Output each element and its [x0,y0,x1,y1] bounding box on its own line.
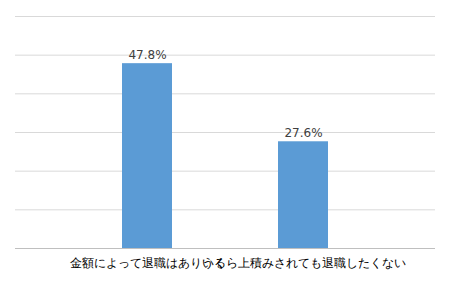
svg-text:47.8%: 47.8% [128,48,166,62]
svg-text:27.6%: 27.6% [284,126,322,140]
svg-text:いくら上積みされても退職したくない: いくら上積みされても退職したくない [202,256,406,270]
svg-text:金額によって退職はありうる: 金額によって退職はありうる [69,256,226,270]
